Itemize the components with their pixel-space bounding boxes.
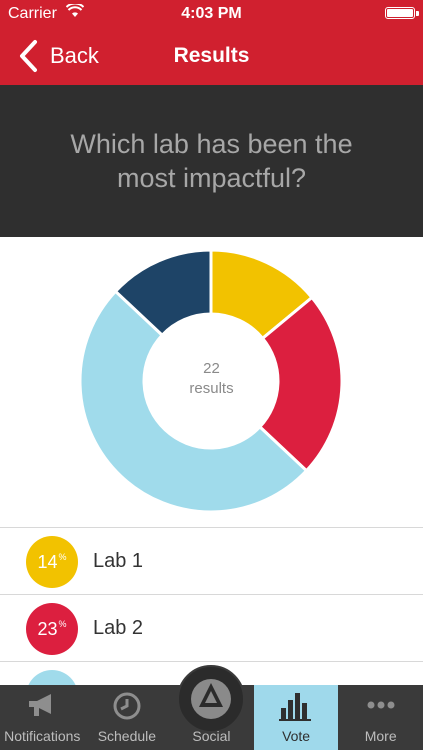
tab-label: Schedule: [97, 728, 157, 744]
tab-label: More: [364, 728, 397, 744]
bar-chart-icon: [279, 691, 313, 724]
pie-slice-2: [257, 295, 344, 473]
percent-badge: 14%: [26, 536, 78, 588]
question-panel: Which lab has been the most impactful?: [0, 85, 423, 237]
result-label: Lab 2: [93, 617, 144, 639]
back-button[interactable]: Back: [18, 36, 99, 76]
tab-label: Vote: [282, 728, 311, 744]
clock-icon: [112, 691, 142, 724]
question-text: Which lab has been the most impactful?: [70, 129, 353, 193]
tab-notifications[interactable]: Notifications: [0, 685, 85, 750]
donut-chart: [78, 248, 344, 514]
status-time: 4:03 PM: [181, 5, 242, 22]
nav-bar: Back Results: [0, 28, 423, 85]
percent-value: 14: [37, 551, 58, 572]
tab-label: Social: [192, 728, 231, 744]
percent-sign: %: [58, 552, 67, 562]
pie-slice-4: [113, 248, 213, 338]
result-label: Lab 1: [93, 550, 144, 572]
more-dots-icon: [364, 691, 398, 722]
wifi-icon: [65, 2, 85, 23]
carrier-label: Carrier: [8, 5, 57, 22]
tab-vote[interactable]: Vote: [253, 685, 339, 750]
megaphone-icon: [25, 691, 59, 722]
chevron-left-icon: [20, 40, 37, 72]
pie-slice-3: [78, 289, 309, 514]
back-label: Back: [50, 43, 99, 68]
battery-icon: [385, 7, 419, 19]
page-title: Results: [173, 44, 250, 67]
results-count-label: results: [189, 380, 234, 397]
tab-bar: Notifications Schedule Social: [0, 665, 423, 750]
tab-schedule[interactable]: Schedule: [85, 685, 170, 750]
tab-social[interactable]: Social: [169, 665, 254, 750]
social-logo-icon: [177, 665, 246, 733]
status-bar: Carrier 4:03 PM: [0, 0, 423, 28]
chart-center-label: 22 results: [0, 359, 423, 399]
result-row[interactable]: 23% Lab 2: [0, 594, 423, 661]
results-chart: 22 results: [0, 237, 423, 527]
percent-badge: 23%: [26, 603, 78, 655]
result-row[interactable]: 14% Lab 1: [0, 527, 423, 594]
percent-value: 23: [37, 618, 58, 639]
tab-more[interactable]: More: [338, 685, 423, 750]
results-count: 22: [203, 360, 220, 377]
percent-sign: %: [58, 619, 67, 629]
tab-label: Notifications: [4, 728, 81, 744]
